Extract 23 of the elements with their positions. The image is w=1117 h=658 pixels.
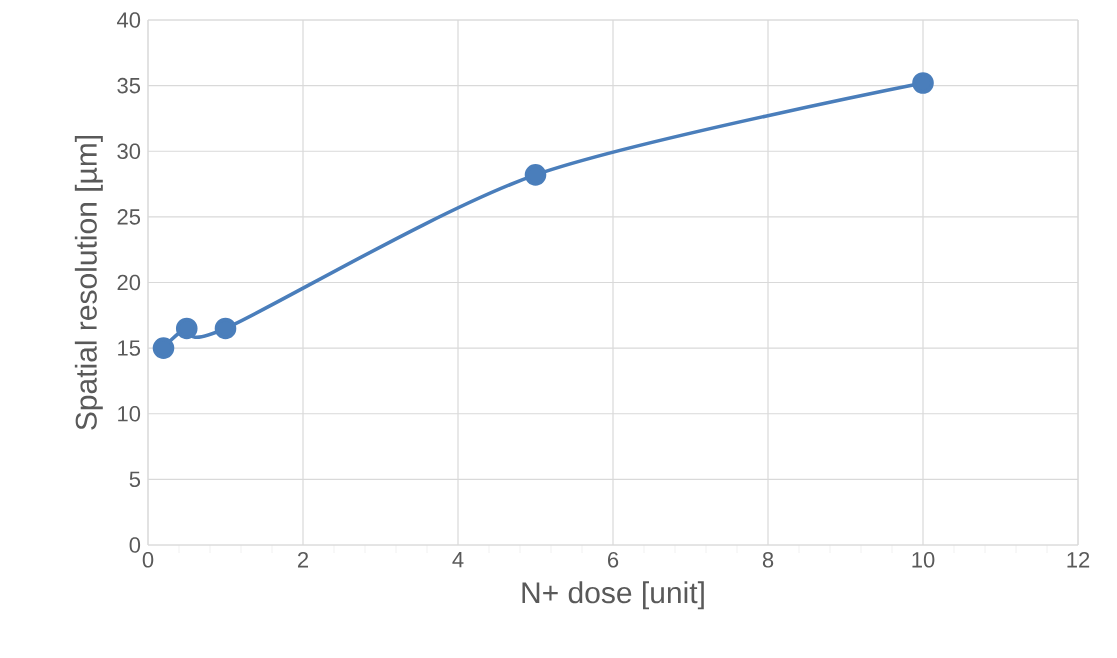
point: [214, 317, 237, 340]
x-axis-title: N+ dose [unit]: [522, 581, 704, 610]
x-tick-label: 4: [452, 552, 464, 568]
point: [524, 164, 547, 186]
y-tick-label: 40: [116, 12, 141, 28]
y-tick-label: 35: [117, 77, 141, 94]
y-tick-label: 5: [129, 471, 141, 488]
x-tick-label: 8: [762, 552, 774, 568]
x-tick-label: 12: [1067, 552, 1090, 568]
y-tick-label: 10: [118, 405, 141, 422]
y-axis-title: Spatial resolution [µm]: [74, 136, 103, 430]
y-tick-label: 30: [117, 143, 141, 160]
y-tick-label: 20: [117, 274, 141, 291]
point: [175, 317, 198, 340]
x-tick-label: 0: [142, 552, 154, 568]
point: [152, 337, 175, 359]
y-tick-label: 15: [118, 340, 141, 356]
point: [912, 72, 934, 94]
x-tick-label: 2: [297, 552, 309, 568]
y-tick-label: 0: [129, 537, 141, 553]
y-tick-label: 25: [117, 209, 141, 225]
x-tick-label: 6: [608, 552, 619, 568]
x-tick-label: 10: [912, 552, 935, 568]
